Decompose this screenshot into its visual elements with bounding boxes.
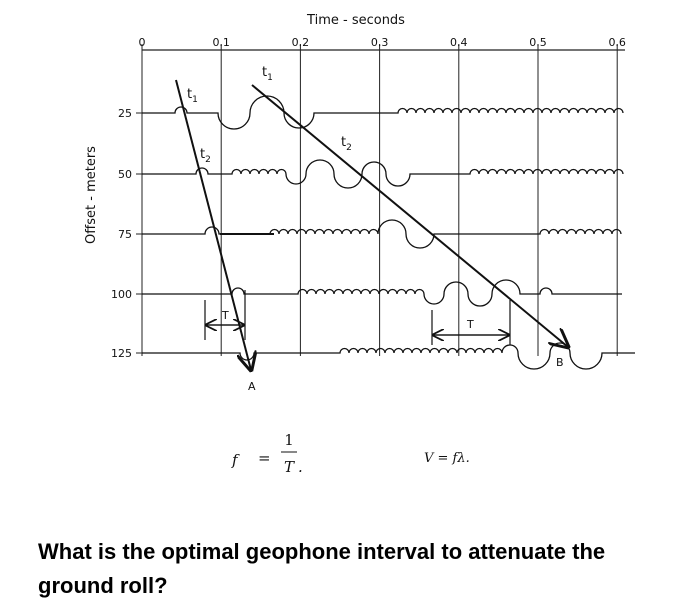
trace: [142, 95, 624, 130]
formula-f: f: [231, 451, 240, 469]
grid: [136, 44, 618, 356]
formula-num: 1: [284, 431, 294, 449]
trace: [142, 159, 624, 189]
x-tick-label: 0.3: [371, 36, 389, 49]
arrow-b: [251, 84, 568, 347]
period-label: T: [221, 309, 229, 322]
t1-direct: t1: [187, 87, 198, 105]
x-tick-label: 0.1: [212, 36, 230, 49]
y-axis-title: Offset - meters: [84, 146, 99, 244]
x-tick-label: 0: [139, 36, 146, 49]
trace: [142, 219, 622, 249]
x-axis-title: Time - seconds: [306, 13, 405, 28]
t2-direct: t2: [200, 147, 211, 165]
t2-roll: t2: [341, 135, 352, 153]
y-tick-label: 125: [111, 347, 132, 360]
formula-end: .: [298, 458, 303, 476]
y-tick-label: 100: [111, 288, 132, 301]
trace: [142, 342, 635, 370]
period-brackets: [204, 290, 511, 345]
x-tick-label: 0.6: [608, 36, 626, 49]
x-tick-label: 0.2: [292, 36, 310, 49]
trace: [142, 279, 622, 307]
t1-roll: t1: [262, 65, 273, 83]
label-a: A: [248, 380, 256, 393]
x-tick-label: 0.4: [450, 36, 468, 49]
seismogram-figure: Time - seconds Offset - meters t1 t2 t1 …: [84, 13, 635, 476]
period-label: T: [466, 318, 474, 331]
formula-eq: =: [258, 449, 271, 467]
arrow-a: [175, 79, 251, 370]
label-b: B: [556, 356, 564, 369]
question: What is the optimal geophone interval to…: [38, 539, 606, 598]
y-tick-label: 75: [118, 228, 132, 241]
y-tick-label: 25: [118, 107, 132, 120]
formula-velocity: V = fλ.: [424, 451, 470, 466]
traces: [142, 95, 635, 370]
x-tick-label: 0.5: [529, 36, 547, 49]
formula-den: T: [284, 458, 295, 476]
y-tick-label: 50: [118, 168, 132, 181]
